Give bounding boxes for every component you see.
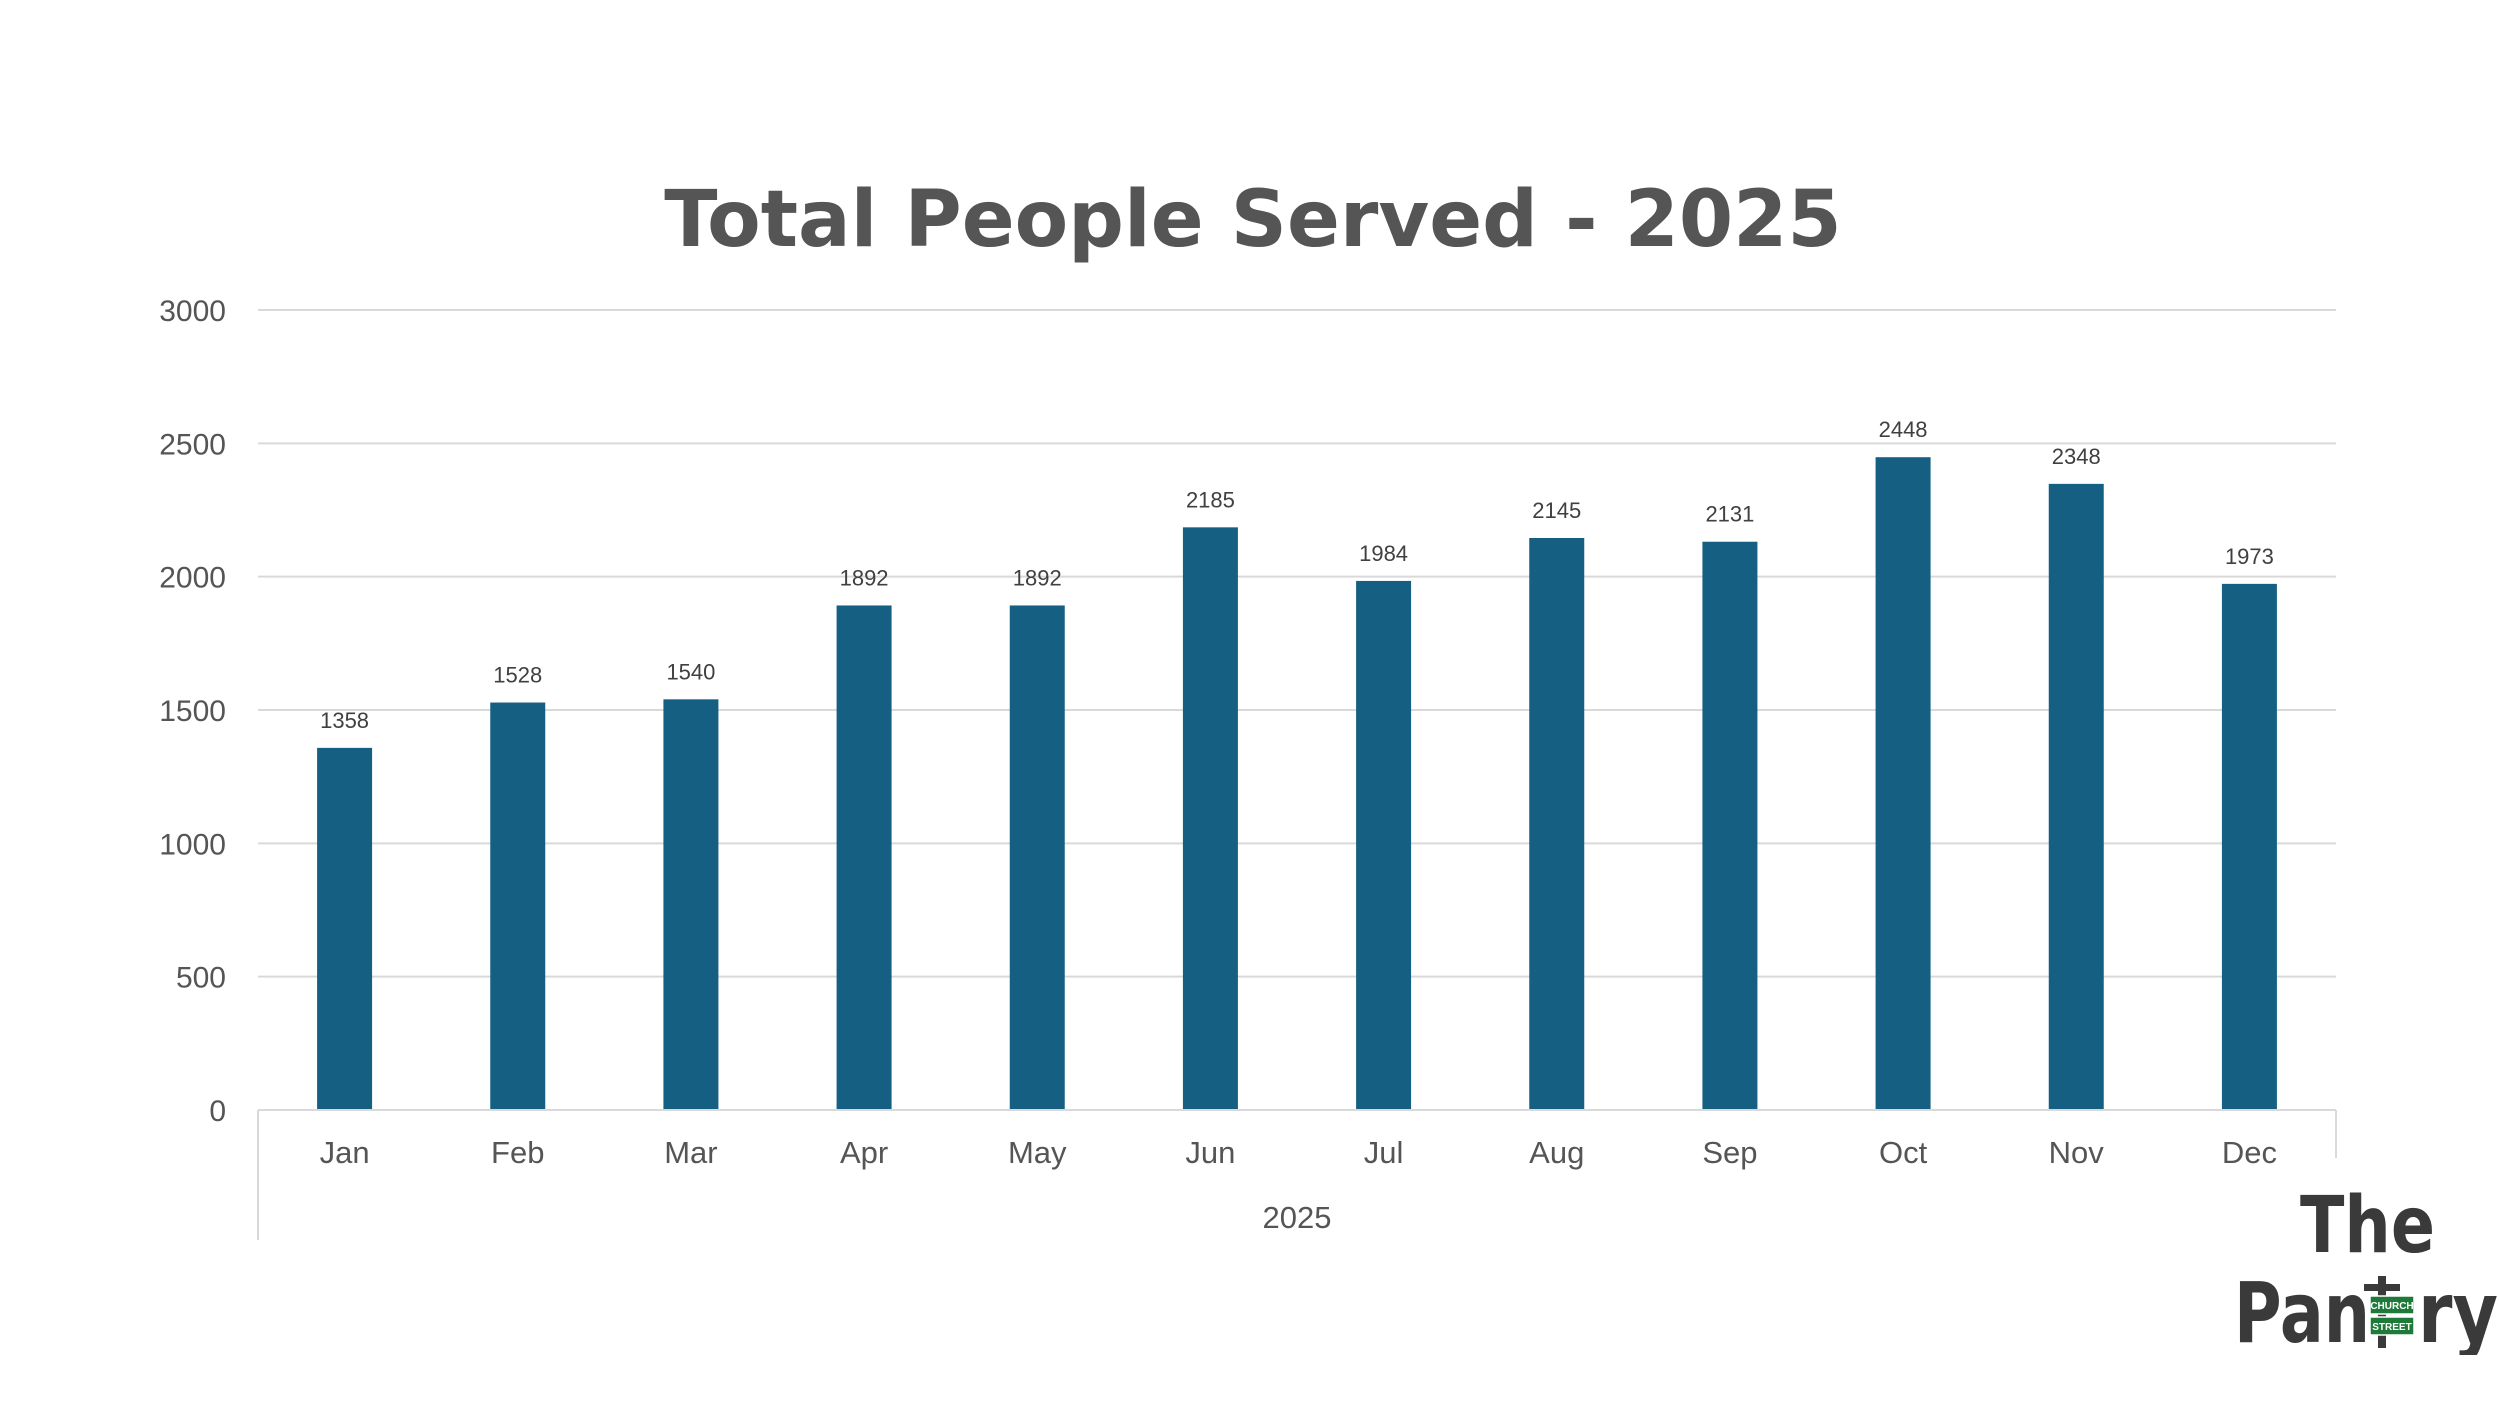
x-tick-label-jul: Jul — [1364, 1135, 1404, 1170]
gridlines — [258, 309, 2336, 978]
bar-jan — [317, 747, 373, 1110]
x-tick-label-feb: Feb — [491, 1135, 544, 1170]
bar-sep — [1702, 541, 1758, 1110]
y-tick-label-500: 500 — [176, 962, 226, 995]
data-label-jun: 2185 — [1186, 487, 1235, 512]
data-label-feb: 1528 — [493, 663, 542, 688]
y-tick-label-0: 0 — [209, 1095, 226, 1128]
x-tick-label-apr: Apr — [840, 1135, 888, 1170]
data-label-nov: 2348 — [2052, 444, 2101, 469]
church-street-sign-icon: CHURCH STREET — [2364, 1276, 2415, 1348]
logo-line-1: The — [2300, 1181, 2435, 1271]
y-tick-label-1500: 1500 — [159, 695, 226, 728]
the-pantry-logo: The Pan CHURCH STREET ry — [2234, 1181, 2498, 1355]
data-label-oct: 2448 — [1879, 417, 1928, 442]
y-tick-label-2000: 2000 — [159, 562, 226, 595]
x-axis-group-label: 2025 — [1263, 1200, 1332, 1235]
data-label-may: 1892 — [1013, 565, 1062, 590]
data-label-sep: 2131 — [1705, 502, 1754, 527]
bar-apr — [836, 605, 892, 1110]
x-tick-label-jun: Jun — [1185, 1135, 1235, 1170]
logo-line-2-left: Pan — [2234, 1264, 2370, 1355]
chart-title: Total People Served - 2025 — [664, 175, 1841, 265]
sign-text-top: CHURCH — [2370, 1301, 2413, 1312]
x-tick-label-may: May — [1008, 1135, 1067, 1170]
y-axis: 0 500 1000 1500 2000 2500 3000 — [159, 295, 226, 1128]
bar-mar — [663, 699, 719, 1110]
x-tick-label-mar: Mar — [664, 1135, 717, 1170]
data-label-apr: 1892 — [840, 565, 889, 590]
bar-feb — [490, 702, 546, 1110]
bars — [317, 457, 2277, 1110]
logo-line-2-right: ry — [2418, 1264, 2498, 1355]
x-axis: Jan Feb Mar Apr May Jun Jul Aug Sep Oct Nov Dec — [257, 1109, 2337, 1240]
bar-jun — [1182, 527, 1238, 1110]
bar-oct — [1875, 457, 1931, 1110]
x-tick-label-dec: Dec — [2222, 1135, 2277, 1170]
sign-text-bottom: STREET — [2372, 1322, 2411, 1333]
x-tick-label-oct: Oct — [1879, 1135, 1928, 1170]
data-label-dec: 1973 — [2225, 544, 2274, 569]
y-tick-label-1000: 1000 — [159, 828, 226, 861]
x-tick-label-nov: Nov — [2049, 1135, 2105, 1170]
y-tick-label-3000: 3000 — [159, 295, 226, 328]
bar-dec — [2221, 583, 2277, 1110]
data-label-jan: 1358 — [320, 708, 369, 733]
y-tick-label-2500: 2500 — [159, 428, 226, 461]
bar-jul — [1356, 580, 1412, 1110]
data-labels: 1358 1528 1540 1892 1892 2185 1984 2145 2131 2448… — [320, 417, 2274, 733]
bar-may — [1009, 605, 1065, 1110]
bar-aug — [1529, 538, 1585, 1110]
x-tick-label-sep: Sep — [1702, 1135, 1757, 1170]
bar-nov — [2048, 483, 2104, 1110]
x-tick-label-aug: Aug — [1529, 1135, 1584, 1170]
data-label-aug: 2145 — [1532, 498, 1581, 523]
x-tick-label-jan: Jan — [320, 1135, 370, 1170]
data-label-mar: 1540 — [666, 659, 715, 684]
data-label-jul: 1984 — [1359, 541, 1408, 566]
